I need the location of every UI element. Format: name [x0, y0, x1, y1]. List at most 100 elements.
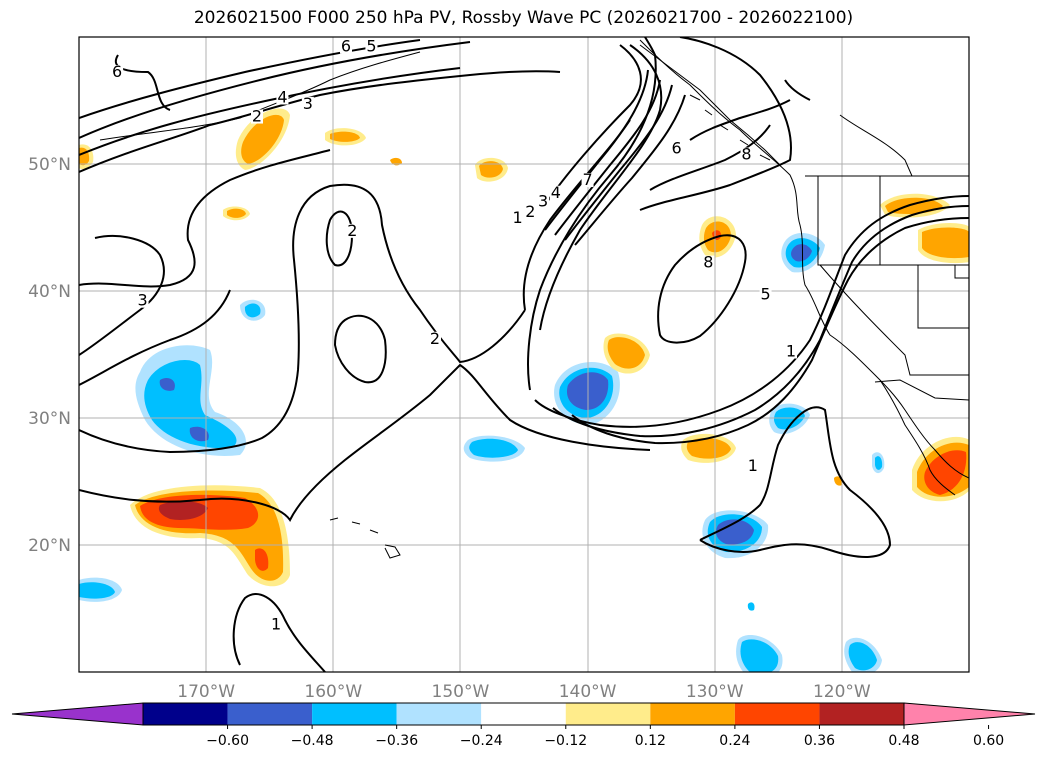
contour-label-bg [785, 344, 797, 359]
contour-label-bg [511, 211, 524, 226]
colorbar-extend-high [903, 702, 1036, 726]
colorbar-bin [819, 703, 904, 725]
colorbar-bin [565, 703, 651, 725]
pv-contour-line [564, 84, 673, 241]
pv-positive-blob [922, 227, 969, 259]
pv-positive-blob [330, 131, 360, 142]
state-boundary-5 [819, 264, 969, 376]
pv-negative-blob [716, 519, 754, 545]
pv-negative-blob [244, 303, 261, 318]
contour-label: 6 [112, 62, 122, 81]
pv-negative-blob [848, 642, 877, 671]
colorbar: −0.60 −0.48 −0.36 −0.24 −0.12 0.12 0.24 0.36 0.4… [11, 702, 1036, 749]
pv-contour-line [552, 205, 969, 438]
colorbar-label: −0.36 [375, 733, 418, 749]
contour-label-bg [365, 39, 378, 54]
contour-label-bg [702, 255, 715, 270]
pv-contour-line [79, 41, 471, 139]
colorbar-bin [650, 703, 735, 725]
longitude-label: 150°W [432, 682, 490, 702]
colorbar-bin [227, 703, 313, 725]
pv-positive-blob [227, 208, 246, 218]
pv-contour-line [527, 37, 657, 391]
longitude-label: 140°W [559, 682, 617, 702]
contour-label: 1 [513, 208, 523, 227]
contour-label-bg [740, 147, 753, 162]
pv-contour-line [79, 234, 165, 356]
alaska-panhandle-islands [689, 94, 771, 161]
contour-label-bg [251, 109, 263, 124]
pv-shading [79, 108, 969, 672]
pv-contour-line [657, 234, 747, 344]
contour-label: 6 [671, 138, 681, 157]
pv-contour-line [784, 79, 811, 101]
pv-contour-line [79, 363, 651, 522]
contour-label: 3 [137, 291, 147, 310]
colorbar-bin [396, 703, 482, 725]
pv-contour-line [554, 79, 661, 236]
mexico-border [874, 379, 969, 401]
pv-contour-line [574, 94, 686, 246]
colorbar-label: −0.48 [291, 733, 334, 749]
pv-negative-blob [875, 456, 883, 470]
hawaii-islands [329, 517, 401, 559]
map-frame [78, 36, 970, 673]
contour-label: 1 [748, 456, 758, 475]
colorbar-label: 0.12 [635, 733, 666, 749]
contour-label: 1 [271, 615, 281, 634]
pv-negative-blob [740, 639, 779, 672]
contour-label: 7 [582, 170, 592, 189]
latitude-label: 30°N [28, 409, 71, 429]
colorbar-bin [734, 703, 820, 725]
contour-label: 2 [430, 329, 440, 348]
contour-label: 2 [252, 107, 262, 126]
pv-contour-line [79, 183, 526, 454]
north-america-coastline [639, 39, 969, 479]
pv-contour-line [544, 44, 642, 206]
pv-contour-line [115, 54, 171, 111]
pv-positive-blob [686, 437, 731, 459]
state-boundary-3 [917, 265, 969, 329]
alaska-island-chain [99, 51, 421, 141]
longitude-labels: 170°W 160°W 150°W 140°W 130°W 120°W [177, 682, 871, 702]
contour-label-bg [111, 65, 124, 80]
contour-label-bg [581, 173, 594, 188]
contour-label: 8 [741, 145, 751, 164]
pv-contour-line [333, 314, 387, 384]
contour-label: 2 [347, 221, 357, 240]
pv-contour-line [232, 593, 326, 672]
latitude-labels: 50°N 40°N 30°N 20°N [28, 155, 71, 556]
pv-positive-blob [158, 501, 208, 520]
pv-positive-blob [607, 337, 645, 369]
contour-label-bg [549, 185, 562, 200]
pv-negative-blob [79, 582, 115, 599]
pv-contour-line [639, 37, 792, 211]
colorbar-label: 0.60 [973, 733, 1004, 749]
pv-contour-line [79, 70, 561, 173]
colorbar-label: 0.48 [888, 733, 919, 749]
contour-label-bg [746, 458, 759, 473]
contour-label-bg [276, 90, 289, 105]
contour-label: 4 [551, 183, 561, 202]
contour-label: 5 [366, 37, 376, 56]
colorbar-label: 0.24 [719, 733, 750, 749]
longitude-label: 130°W [686, 682, 744, 702]
contour-label-bg [537, 194, 550, 209]
contour-label: 8 [703, 253, 713, 272]
colorbar-bin [312, 703, 397, 725]
map-background [79, 37, 969, 672]
pv-positive-blob [241, 114, 284, 164]
contour-label-bg [340, 39, 352, 54]
contour-label: 5 [760, 284, 770, 303]
graticule [79, 37, 969, 672]
longitude-label: 160°W [304, 682, 362, 702]
contour-label: 3 [303, 94, 313, 113]
colorbar-bin [481, 703, 566, 725]
pv-contour-line [534, 195, 969, 428]
pv-contour-line [649, 124, 771, 191]
pv-contour-line [325, 210, 354, 267]
contour-label: 4 [277, 88, 287, 107]
contour-label: 6 [341, 37, 351, 56]
